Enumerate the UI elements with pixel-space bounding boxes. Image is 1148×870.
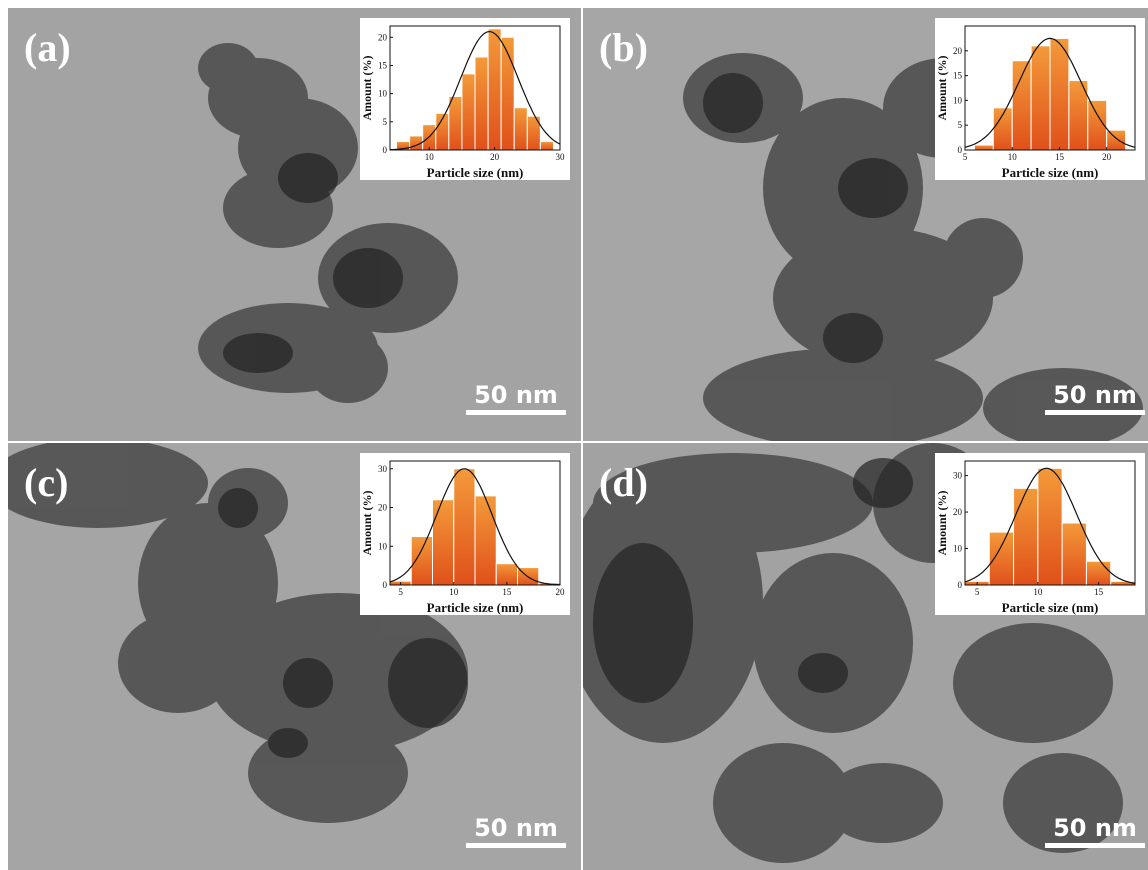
y-tick-label: 5 [383, 117, 388, 127]
x-axis-label: Particle size (nm) [1002, 165, 1099, 180]
hist-bar [973, 144, 994, 151]
scale-bar-line-c [466, 843, 566, 848]
histogram-inset-c: 5 10 15 20 0 10 20 30 Particle size (nm) Amount (… [360, 453, 570, 615]
y-tick-label: 20 [953, 46, 963, 56]
hist-bar [1085, 560, 1112, 586]
gaussian-fit-line [964, 37, 1136, 148]
hist-bar [1013, 487, 1039, 586]
x-axis-label: Particle size (nm) [427, 600, 524, 615]
x-tick-label: 20 [556, 587, 566, 597]
y-tick-label: 20 [953, 507, 963, 517]
y-tick-label: 10 [378, 541, 388, 551]
gaussian-fit-line [389, 30, 561, 151]
scale-bar-label-d: 50 nm [1053, 814, 1137, 842]
x-tick-label: 15 [1094, 587, 1104, 597]
y-tick-label: 30 [378, 464, 388, 474]
x-axis-label: Particle size (nm) [1002, 600, 1099, 615]
scale-bar-line-b [1045, 410, 1145, 415]
x-tick-label: 5 [963, 152, 968, 162]
tem-image-b [583, 8, 1148, 441]
hist-bar [495, 563, 518, 586]
histogram-d: 5 10 15 0 10 20 30 Particle size (nm) Amount (%) [935, 460, 1136, 615]
scale-bar-d: 50 nm [1045, 815, 1145, 848]
scale-bar-line-a [466, 410, 566, 415]
hist-bar [453, 468, 476, 586]
y-tick-label: 30 [953, 471, 963, 481]
x-tick-label: 10 [449, 587, 459, 597]
histogram-c: 5 10 15 20 0 10 20 30 Particle size (nm) Amount (… [360, 460, 566, 615]
scale-bar-label-b: 50 nm [1053, 381, 1137, 409]
tem-panel-d: (d) 5 10 15 0 10 20 30 Particle size (nm) Amount… [583, 443, 1148, 870]
y-tick-label: 10 [953, 544, 963, 554]
panel-label-a: (a) [24, 25, 71, 70]
hist-bar [487, 28, 502, 151]
y-tick-label: 0 [958, 145, 963, 155]
x-tick-label: 15 [1055, 152, 1065, 162]
hist-bar [1049, 37, 1070, 151]
y-tick-label: 0 [383, 580, 388, 590]
tem-panel-a: (a) 10 20 30 0 5 10 15 20 Particle size (nm) Amou… [8, 8, 581, 441]
y-tick-label: 10 [953, 95, 963, 105]
scale-bar-label-a: 50 nm [474, 381, 558, 409]
x-axis-label: Particle size (nm) [427, 165, 524, 180]
hist-bar [539, 141, 554, 151]
x-tick-label: 10 [425, 152, 435, 162]
x-tick-label: 20 [1102, 152, 1112, 162]
plot-frame [964, 460, 1136, 586]
hist-bar [474, 56, 489, 151]
x-tick-label: 5 [398, 587, 403, 597]
gaussian-fit-line [389, 468, 560, 586]
histogram-inset-b: 5 10 15 20 0 5 10 15 20 Particle size (nm) Amount … [935, 18, 1145, 180]
hist-bar [1106, 129, 1127, 151]
panel-label-d: (d) [599, 460, 648, 505]
histogram-a: 10 20 30 0 5 10 15 20 Particle size (nm) Amount (… [360, 25, 566, 180]
x-tick-label: 20 [490, 152, 500, 162]
histogram-inset-d: 5 10 15 0 10 20 30 Particle size (nm) Amount (%) [935, 453, 1145, 615]
y-tick-label: 15 [378, 60, 388, 70]
y-axis-label: Amount (%) [360, 490, 374, 555]
x-tick-label: 10 [1008, 152, 1018, 162]
y-axis-label: Amount (%) [935, 490, 949, 555]
hist-bar [1011, 60, 1032, 151]
y-tick-label: 5 [958, 120, 963, 130]
x-tick-label: 5 [975, 587, 980, 597]
hist-bar [988, 531, 1015, 586]
hist-bar [448, 95, 463, 151]
plot-frame [964, 25, 1136, 151]
y-tick-label: 0 [383, 145, 388, 155]
hist-bar [474, 495, 497, 586]
y-tick-label: 15 [953, 71, 963, 81]
hist-bar [513, 107, 528, 151]
plot-frame [389, 25, 561, 151]
hist-bar [461, 73, 476, 151]
y-axis-label: Amount (%) [935, 55, 949, 120]
y-tick-label: 20 [378, 32, 388, 42]
scale-bar-c: 50 nm [466, 815, 566, 848]
histogram-inset-a: 10 20 30 0 5 10 15 20 Particle size (nm) Amount (… [360, 18, 570, 180]
y-tick-label: 20 [378, 503, 388, 513]
scale-bar-line-d [1045, 843, 1145, 848]
y-tick-label: 0 [958, 580, 963, 590]
scale-bar-b: 50 nm [1045, 382, 1145, 415]
hist-bar [1037, 467, 1063, 586]
hist-bar [1030, 45, 1051, 151]
panel-label-c: (c) [24, 460, 69, 505]
y-axis-label: Amount (%) [360, 55, 374, 120]
tem-panel-b: (b) 5 10 15 20 0 5 10 15 20 Particle size (nm) Amo… [583, 8, 1148, 441]
scale-bar-label-c: 50 nm [474, 814, 558, 842]
gaussian-fit-line [964, 467, 1136, 584]
y-tick-label: 10 [378, 89, 388, 99]
x-tick-label: 10 [1033, 587, 1043, 597]
panel-label-b: (b) [599, 25, 648, 70]
scale-bar-a: 50 nm [466, 382, 566, 415]
hist-bar [1061, 522, 1087, 586]
hist-bar [432, 499, 455, 586]
x-tick-label: 30 [556, 152, 566, 162]
tem-panel-c: (c) 5 10 15 20 0 10 20 30 Particle size (nm) Amou… [8, 443, 581, 870]
x-tick-label: 15 [502, 587, 512, 597]
plot-frame [389, 460, 561, 586]
hist-bar [410, 536, 433, 586]
